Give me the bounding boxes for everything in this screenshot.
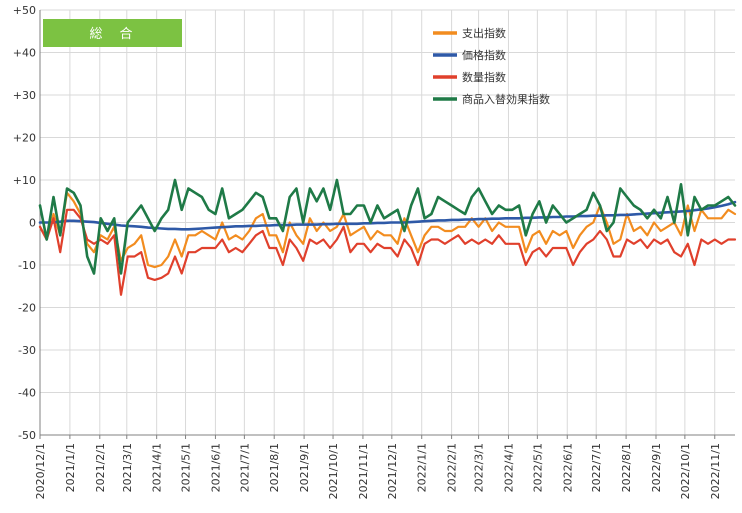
x-tick-label: 2022/4/1 [502, 443, 515, 492]
chart-title-box: 総 合 [43, 19, 182, 47]
legend-label: 商品入替効果指数 [462, 92, 550, 106]
x-tick-label: 2022/11/1 [709, 443, 722, 499]
y-tick-label: -20 [18, 302, 36, 315]
title-background [43, 19, 182, 47]
y-tick-label: -40 [18, 387, 36, 400]
y-tick-label: 0 [29, 217, 36, 230]
x-tick-label: 2020/12/1 [34, 443, 47, 499]
series-line-商品入替効果指数 [38, 178, 737, 275]
y-tick-label: -50 [18, 429, 36, 442]
legend-label: 支出指数 [462, 26, 506, 40]
legend-label: 価格指数 [462, 48, 506, 62]
y-tick-label: +40 [13, 47, 36, 60]
legend-label: 数量指数 [462, 70, 506, 84]
y-tick-label: -30 [18, 344, 36, 357]
axes: +50 +40 +30 +20 +10 0 -10 -20 -30 -40 -502020/12/1… [13, 4, 735, 499]
x-tick-label: 2022/3/1 [473, 443, 486, 492]
x-tick-label: 2021/6/1 [209, 443, 222, 492]
x-tick-label: 2022/8/1 [620, 443, 633, 492]
x-tick-label: 2021/10/1 [327, 443, 340, 499]
x-tick-label: 2021/2/1 [94, 443, 107, 492]
y-tick-label: -10 [18, 259, 36, 272]
x-tick-label: 2021/12/1 [386, 443, 399, 499]
x-tick-label: 2022/6/1 [561, 443, 574, 492]
x-tick-label: 2021/3/1 [121, 443, 134, 492]
chart-title: 総 合 [89, 27, 134, 42]
x-tick-label: 2022/1/1 [416, 443, 429, 492]
series-line-数量指数 [38, 208, 737, 296]
y-tick-label: +10 [13, 174, 36, 187]
x-tick-label: 2022/2/1 [446, 443, 459, 492]
y-tick-label: +50 [13, 4, 36, 17]
x-tick-label: 2021/7/1 [238, 443, 251, 492]
x-tick-label: 2022/5/1 [531, 443, 544, 492]
x-tick-label: 2022/7/1 [590, 443, 603, 492]
x-tick-label: 2021/8/1 [268, 443, 281, 492]
x-tick-label: 2022/10/1 [679, 443, 692, 499]
series-line-支出指数 [38, 191, 737, 269]
x-tick-label: 2021/4/1 [151, 443, 164, 492]
x-tick-label: 2022/9/1 [650, 443, 663, 492]
x-tick-label: 2021/1/1 [64, 443, 77, 492]
x-tick-label: 2021/11/1 [357, 443, 370, 499]
series-lines [38, 178, 737, 296]
x-tick-label: 2021/5/1 [180, 443, 193, 492]
y-tick-label: +30 [13, 89, 36, 102]
x-tick-label: 2021/9/1 [298, 443, 311, 492]
y-tick-label: +20 [13, 132, 36, 145]
